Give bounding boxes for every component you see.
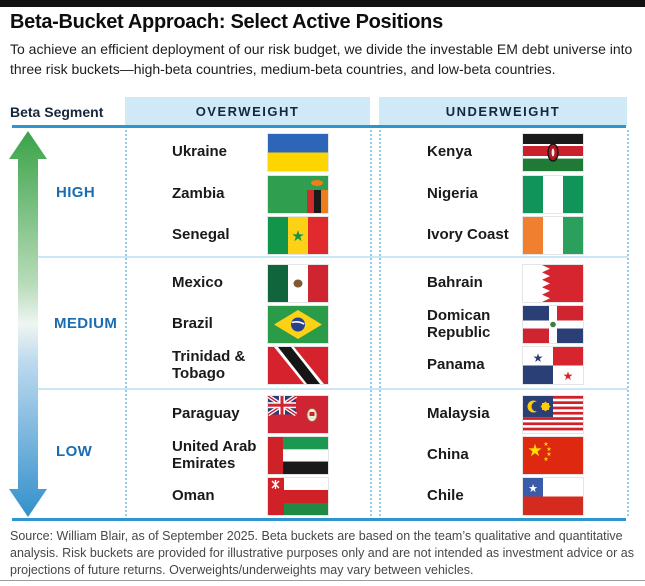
position-row: Trinidad & Tobago bbox=[172, 347, 332, 384]
country-label: Zambia bbox=[172, 185, 225, 203]
segment-label-low: LOW bbox=[56, 443, 93, 460]
position-row: Kenya bbox=[427, 134, 587, 171]
segment-divider-line bbox=[38, 388, 628, 390]
position-row: Brazil bbox=[172, 306, 332, 343]
position-row: Chile ★ bbox=[427, 478, 587, 515]
country-label: Domican Republic bbox=[427, 307, 491, 341]
position-row: Senegal ★ bbox=[172, 217, 332, 254]
position-row: United Arab Emirates bbox=[172, 437, 332, 474]
dominican-republic-flag-icon bbox=[523, 306, 583, 343]
svg-text:★: ★ bbox=[546, 446, 551, 453]
overweight-column-header: OVERWEIGHT bbox=[125, 97, 370, 126]
panama-flag-icon: ★ ★ bbox=[523, 347, 583, 384]
country-label: Trinidad & Tobago bbox=[172, 348, 246, 382]
position-row: Paraguay bbox=[172, 396, 332, 433]
segment-label-high: HIGH bbox=[56, 184, 96, 201]
segment-label-medium: MEDIUM bbox=[54, 315, 118, 332]
country-label: China bbox=[427, 446, 469, 464]
country-label: Panama bbox=[427, 356, 485, 374]
bahrain-flag-icon bbox=[523, 265, 583, 302]
position-row: China ★ ★ ★ ★ ★ bbox=[427, 437, 587, 474]
country-label: Oman bbox=[172, 487, 215, 505]
position-row: Domican Republic bbox=[427, 306, 587, 343]
chile-flag-icon: ★ bbox=[523, 478, 583, 515]
column-divider-dotted bbox=[379, 130, 381, 516]
position-row: Zambia bbox=[172, 176, 332, 213]
country-label: Brazil bbox=[172, 315, 213, 333]
position-row: Oman bbox=[172, 478, 332, 515]
brazil-flag-icon bbox=[268, 306, 328, 343]
trinidad-tobago-flag-icon bbox=[268, 347, 328, 384]
position-row: Bahrain bbox=[427, 265, 587, 302]
country-label: Kenya bbox=[427, 143, 473, 161]
position-row: Malaysia bbox=[427, 396, 587, 433]
svg-text:★: ★ bbox=[543, 441, 548, 448]
svg-text:★: ★ bbox=[533, 351, 544, 365]
column-divider-dotted bbox=[370, 130, 372, 516]
uae-flag-icon bbox=[268, 437, 328, 474]
china-flag-icon: ★ ★ ★ ★ ★ bbox=[523, 437, 583, 474]
zambia-flag-icon bbox=[268, 176, 328, 213]
column-divider-dotted bbox=[125, 130, 127, 516]
footer-rule bbox=[12, 518, 626, 521]
source-note: Source: William Blair, as of September 2… bbox=[10, 529, 634, 577]
position-row: Mexico bbox=[172, 265, 332, 302]
page-title: Beta-Bucket Approach: Select Active Posi… bbox=[10, 11, 443, 33]
country-label: Paraguay bbox=[172, 405, 240, 423]
country-label: Ivory Coast bbox=[427, 226, 509, 244]
svg-text:★: ★ bbox=[543, 456, 548, 463]
position-row: Nigeria bbox=[427, 176, 587, 213]
country-label: United Arab Emirates bbox=[172, 438, 257, 472]
nigeria-flag-icon bbox=[523, 176, 583, 213]
country-label: Bahrain bbox=[427, 274, 483, 292]
svg-text:★: ★ bbox=[546, 451, 551, 458]
senegal-flag-icon: ★ bbox=[268, 217, 328, 254]
svg-text:★: ★ bbox=[563, 369, 574, 383]
country-label: Chile bbox=[427, 487, 464, 505]
position-row: Ukraine bbox=[172, 134, 332, 171]
position-row: Panama ★ ★ bbox=[427, 347, 587, 384]
svg-text:★: ★ bbox=[527, 441, 542, 461]
underweight-column-header: UNDERWEIGHT bbox=[379, 97, 627, 126]
position-row: Ivory Coast bbox=[427, 217, 587, 254]
paraguay-flag-icon bbox=[268, 396, 328, 433]
mexico-flag-icon bbox=[268, 265, 328, 302]
ivory-coast-flag-icon bbox=[523, 217, 583, 254]
country-label: Senegal bbox=[172, 226, 230, 244]
segment-divider-line bbox=[38, 256, 628, 258]
page-subtitle: To achieve an efficient deployment of ou… bbox=[10, 41, 633, 77]
beta-segment-column-header: Beta Segment bbox=[10, 103, 104, 120]
kenya-flag-icon bbox=[523, 134, 583, 171]
malaysia-flag-icon bbox=[523, 396, 583, 433]
bottom-border-line bbox=[0, 580, 645, 581]
svg-text:★: ★ bbox=[528, 482, 538, 495]
header-rule bbox=[12, 125, 626, 128]
top-accent-bar bbox=[0, 0, 645, 7]
beta-gradient-arrow-icon bbox=[7, 131, 49, 517]
country-label: Ukraine bbox=[172, 143, 228, 161]
column-divider-dotted bbox=[627, 130, 629, 516]
country-label: Malaysia bbox=[427, 405, 490, 423]
country-label: Mexico bbox=[172, 274, 223, 292]
ukraine-flag-icon bbox=[268, 134, 328, 171]
country-label: Nigeria bbox=[427, 185, 478, 203]
svg-text:★: ★ bbox=[291, 227, 304, 245]
oman-flag-icon bbox=[268, 478, 328, 515]
